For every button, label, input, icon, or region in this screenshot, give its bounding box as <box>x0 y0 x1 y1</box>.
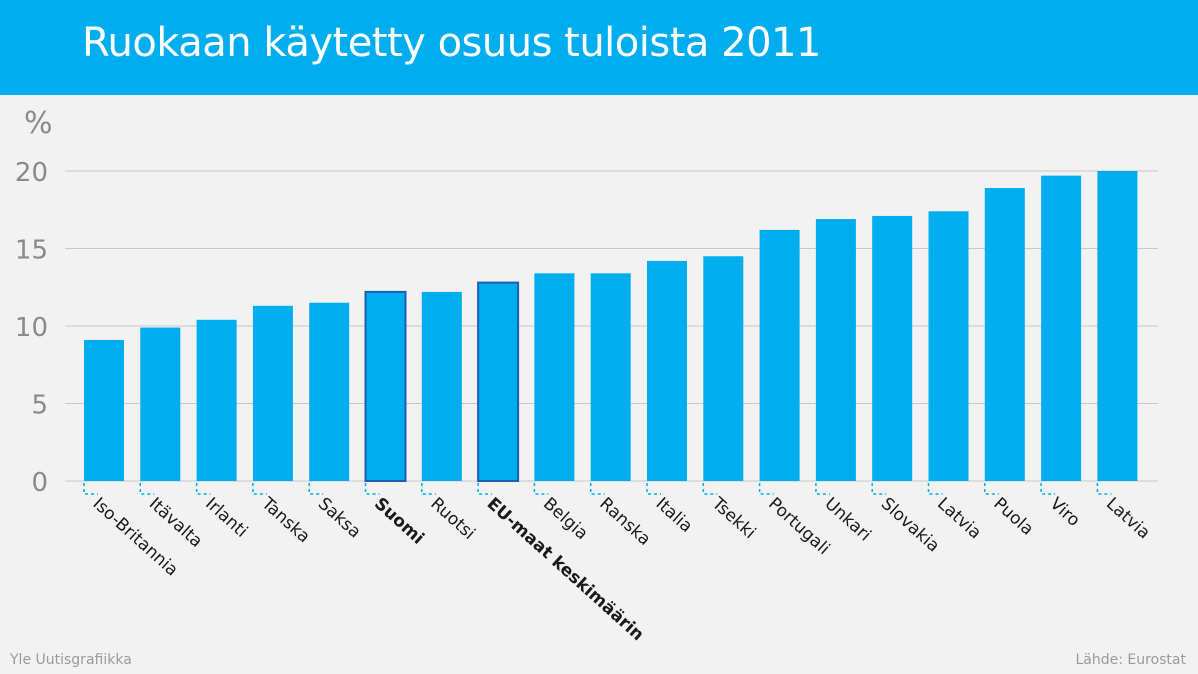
header-bar: Ruokaan käytetty osuus tuloista 2011 <box>0 0 1198 95</box>
tick-leader <box>589 483 605 495</box>
x-tick-label: Belgia <box>539 494 592 544</box>
tick-leader <box>477 483 493 495</box>
bar <box>477 281 520 482</box>
x-tick-label: Unkari <box>821 494 875 546</box>
bar <box>534 273 575 481</box>
x-tick-label: Ruotsi <box>426 494 478 544</box>
bar <box>759 229 800 481</box>
tick-leader <box>308 483 324 495</box>
tick-leader <box>252 483 267 495</box>
tick-leader <box>83 483 98 495</box>
tick-leader <box>533 483 549 495</box>
bar <box>647 260 687 481</box>
tick-leader <box>1096 483 1112 495</box>
bar <box>309 302 350 481</box>
x-tick-label: Italia <box>652 494 697 537</box>
x-tick-label: Tsekki <box>707 493 759 543</box>
x-tick-label: Tanska <box>257 493 314 547</box>
y-tick-label: 0 <box>31 468 48 498</box>
tick-leader <box>927 483 943 495</box>
x-tick-label: Ranska <box>595 494 654 550</box>
credit-text: Yle Uutisgrafiikka <box>10 652 132 668</box>
bar <box>1097 171 1138 481</box>
source-text: Lähde: Eurostat <box>1075 652 1186 668</box>
x-tick-label: Portugali <box>764 494 833 559</box>
x-tick-label: Saksa <box>314 494 365 543</box>
bar <box>364 290 407 482</box>
x-tick-label: Slovakia <box>877 494 943 557</box>
bar <box>928 211 969 482</box>
bar <box>703 256 744 481</box>
x-tick-label: Viro <box>1046 494 1084 531</box>
bar <box>815 219 856 482</box>
tick-leader <box>702 483 718 495</box>
tick-leader <box>758 483 774 495</box>
x-tick-label: Latvia <box>933 494 985 544</box>
tick-leader <box>139 483 155 495</box>
tick-leader <box>871 483 887 495</box>
tick-leader <box>815 483 830 495</box>
y-tick-label: 10 <box>15 313 48 343</box>
tick-leader <box>364 483 380 495</box>
x-tick-label: Irlanti <box>201 494 251 542</box>
tick-leader <box>195 483 211 495</box>
bar <box>140 327 181 481</box>
tick-leader <box>1040 483 1056 495</box>
tick-leader <box>646 483 661 495</box>
bar <box>421 291 462 481</box>
y-axis-label: % <box>24 106 53 141</box>
x-tick-label: Suomi <box>370 494 428 549</box>
y-tick-label: 20 <box>15 158 48 188</box>
bar <box>252 305 293 481</box>
x-tick-label: Puola <box>989 494 1037 540</box>
bar <box>984 188 1025 482</box>
bar <box>590 273 631 481</box>
bar <box>196 319 237 481</box>
bar <box>1041 175 1082 481</box>
bar <box>84 339 124 481</box>
tick-leader <box>421 483 436 495</box>
y-tick-label: 5 <box>31 391 48 421</box>
chart-title: Ruokaan käytetty osuus tuloista 2011 <box>82 20 821 66</box>
bar <box>872 215 913 481</box>
y-tick-label: 15 <box>15 236 48 266</box>
x-tick-label: Latvia <box>1102 494 1154 544</box>
tick-leader <box>984 483 999 495</box>
